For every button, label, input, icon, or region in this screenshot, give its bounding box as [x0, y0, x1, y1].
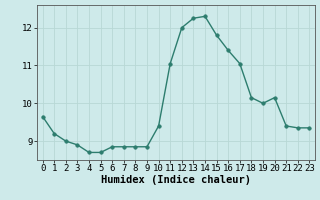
X-axis label: Humidex (Indice chaleur): Humidex (Indice chaleur) — [101, 175, 251, 185]
